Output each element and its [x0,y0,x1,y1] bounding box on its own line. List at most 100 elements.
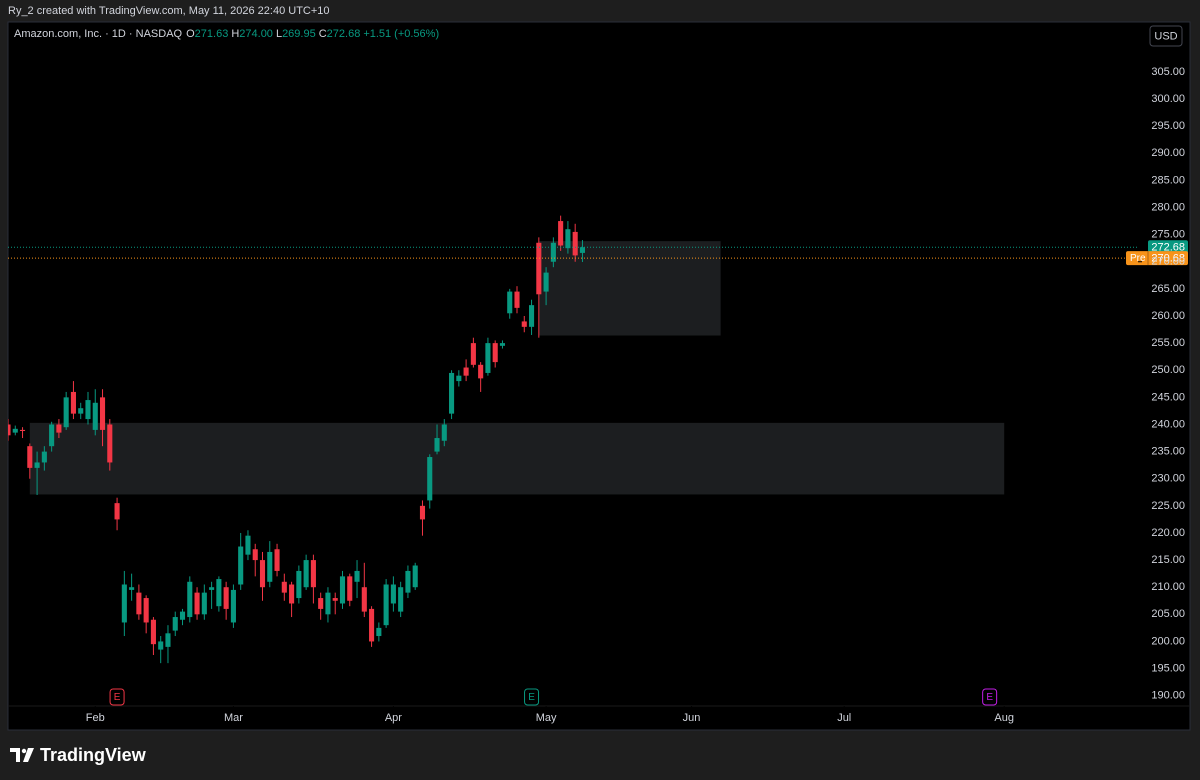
pre-market-label: 270.68 [1151,252,1185,264]
candle-body [339,576,346,604]
y-tick-label: 290.00 [1151,147,1185,159]
candle-body [427,457,433,501]
event-label: E [986,692,993,703]
event-icon [524,688,540,706]
legend-value: 269.95 [282,28,316,40]
candle-body [85,400,91,420]
legend-change: +1.51 [363,28,391,40]
y-tick-label: 285.00 [1151,174,1185,186]
y-tick-label: 240.00 [1151,418,1185,430]
event-icon [982,688,998,706]
candle-body [56,424,62,433]
x-tick-label: Mar [224,712,243,724]
candle-body [289,584,295,604]
candle-body [19,429,26,431]
y-tick-label: 235.00 [1151,446,1185,458]
candle-body [92,402,98,430]
candle-body [216,579,222,607]
y-tick-label: 295.00 [1151,120,1185,132]
candle-body [187,581,193,618]
y-tick-label: 190.00 [1151,690,1185,702]
legend-key: C [319,28,327,40]
candle-body [550,242,556,262]
y-tick-label: 210.00 [1151,581,1185,593]
y-tick-label: 195.00 [1151,662,1185,674]
brand-logo [10,748,34,762]
legend-key: H [231,28,239,40]
candle-body [492,343,498,363]
overlay: 272.68 Pre 270.68 E E E [8,240,1188,706]
legend: Amazon.com, Inc. · 1D · NASDAQ O271.63 H27… [14,28,439,40]
y-tick-label: 205.00 [1151,608,1185,620]
candle-body [172,617,178,631]
event-icon [109,688,125,706]
candle-body [318,598,324,609]
y-tick-label: 245.00 [1151,391,1185,403]
candle-body [558,221,564,246]
candle-body [332,598,338,601]
candle-body [369,608,375,642]
y-tick-label: 230.00 [1151,473,1185,485]
y-tick-label: 255.00 [1151,337,1185,349]
y-tick-label: 265.00 [1151,283,1185,295]
candle-body [325,592,331,615]
currency-button[interactable] [1149,25,1183,47]
candle-body [405,570,411,593]
currency-label[interactable]: USD [1154,30,1177,42]
logo-mark [10,748,20,762]
candle-body [12,428,18,433]
candle-body [259,560,266,588]
candle-body [449,372,455,414]
candle-body [34,462,40,468]
candle-body [529,305,535,327]
y-tick-label: 220.00 [1151,527,1185,539]
candle-body [49,424,55,447]
last-price-box [1148,240,1188,255]
y-tick-label: 260.00 [1151,310,1185,322]
y-tick-label: 200.00 [1151,635,1185,647]
candle-body [143,598,149,623]
x-tick-label: Jul [837,712,851,724]
y-tick-label: 250.00 [1151,364,1185,376]
x-tick-label: Feb [86,712,105,724]
candle-body [238,546,244,585]
logo-mark [23,748,34,762]
candle-body [303,560,309,588]
y-tick-label: 300.00 [1151,93,1185,105]
candle-body [274,549,280,571]
y-tick-label: 280.00 [1151,201,1185,213]
candle-body [456,375,462,382]
candle-body [536,242,542,295]
candle-body [412,565,418,588]
candle-body [27,446,33,468]
candle-body [63,397,69,428]
y-tick-label: 225.00 [1151,500,1185,512]
candle-body [499,343,506,346]
candle-body [165,633,171,647]
candle-body [354,570,360,582]
x-tick-label: May [536,712,557,724]
pre-market-tag: Pre [1130,253,1146,264]
candle-body [107,424,113,463]
candle-body [223,587,229,609]
candles [8,215,585,664]
candle-body [179,611,186,620]
legend-value: 272.68 [327,28,361,40]
candle-body [245,535,251,555]
candle-body [485,343,491,373]
candle-body [572,231,578,256]
legend-change-pct: (+0.56%) [394,28,439,40]
candle-body [543,272,549,292]
candle-body [70,391,76,414]
logo-dot [21,748,27,754]
candle-body [376,627,382,637]
candle-body [579,247,585,253]
candle-body [209,587,215,590]
candle-body [252,549,258,561]
zone [29,422,1005,495]
candle-body [441,424,447,441]
candle-body [136,592,142,615]
candle-body [347,576,353,601]
